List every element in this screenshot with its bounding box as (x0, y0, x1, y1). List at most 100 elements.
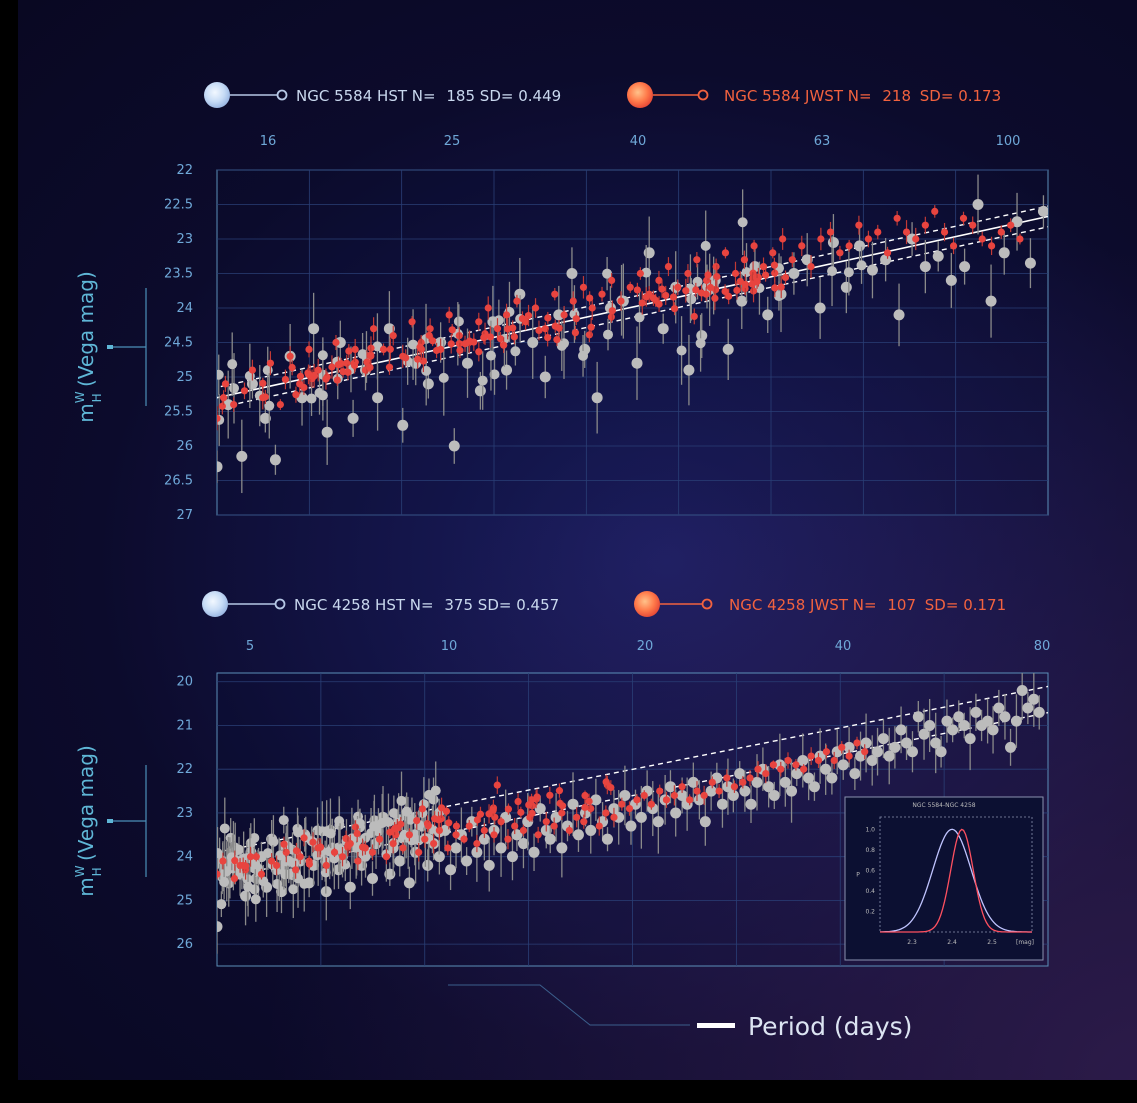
jwst-point (452, 831, 460, 839)
jwst-point (493, 325, 502, 333)
jwst-point (912, 235, 920, 243)
jwst-point (300, 834, 308, 842)
hst-point (383, 323, 395, 335)
jwst-point (354, 857, 362, 865)
jwst-point (822, 748, 831, 756)
inset-frame (844, 796, 1044, 961)
hst-point (403, 877, 415, 889)
fit-band-line (217, 205, 1048, 389)
hst-point (397, 419, 409, 431)
hst-point (495, 842, 507, 854)
jwst-point (430, 839, 438, 848)
y-tick-label: 25 (176, 370, 193, 385)
hst-point (895, 724, 907, 736)
x-tick-label: 80 (1034, 639, 1051, 654)
jwst-point (618, 800, 626, 808)
jwst-point (475, 318, 483, 326)
jwst-point (817, 235, 825, 243)
jwst-point (221, 380, 230, 388)
jwst-point (792, 761, 800, 769)
hst-point (433, 851, 445, 863)
hst-point (972, 199, 984, 210)
jwst-point (580, 818, 588, 826)
hst-point (959, 261, 971, 273)
hst-point (998, 247, 1010, 259)
jwst-point (322, 375, 330, 383)
jwst-point (647, 800, 655, 808)
hst-point (727, 789, 739, 801)
jwst-point (771, 284, 779, 292)
hst-point (369, 821, 380, 832)
jwst-point (713, 273, 721, 281)
hst-point (827, 236, 839, 248)
jwst-point (350, 361, 359, 370)
hst-point (240, 890, 252, 902)
jwst-point (496, 335, 505, 343)
x-tick-label: 20 (637, 639, 654, 654)
hst-point (1037, 205, 1048, 217)
jwst-point (231, 857, 239, 865)
y-tick-label: 24.5 (164, 336, 193, 351)
jwst-point (750, 242, 758, 250)
hst-point (773, 291, 784, 302)
jwst-point (296, 853, 304, 861)
legend-jwst-marker (627, 82, 709, 108)
hst-point (448, 440, 460, 452)
jwst-point (721, 287, 729, 296)
y-tick-label: 21 (176, 718, 193, 733)
inset-y-tick: 0.8 (865, 847, 875, 854)
jwst-point (826, 228, 835, 236)
hst-point (1010, 715, 1022, 727)
hst-point (993, 702, 1005, 714)
hst-point (749, 261, 761, 273)
jwst-point (800, 765, 808, 773)
x-tick-label: 63 (814, 134, 831, 149)
jwst-point (777, 283, 785, 291)
x-tick-label: 100 (996, 134, 1021, 149)
hst-point (229, 383, 240, 394)
y-tick-label: 24 (176, 850, 193, 865)
hst-point (396, 795, 407, 806)
inset-x-tick: 2.3 (907, 939, 917, 946)
hst-point (860, 737, 872, 749)
jwst-point (261, 393, 269, 401)
hst-point (999, 711, 1011, 723)
jwst-point (674, 283, 682, 291)
y-tick-label: 26 (176, 937, 193, 952)
hst-point (695, 338, 706, 349)
jwst-point (997, 228, 1005, 236)
hst-point (791, 768, 803, 780)
jwst-point (351, 823, 360, 831)
jwst-point (693, 787, 701, 795)
jwst-point (807, 263, 815, 271)
jwst-point (246, 853, 255, 861)
jwst-point (544, 333, 552, 342)
hst-point (641, 267, 652, 278)
hst-point (485, 350, 496, 361)
jwst-point (969, 221, 977, 229)
jwst-point (551, 290, 559, 298)
hst-point (827, 266, 838, 277)
jwst-point (560, 311, 568, 319)
jwst-point (940, 228, 949, 236)
jwst-point (456, 346, 464, 354)
jwst-point (424, 822, 432, 830)
jwst-point (432, 346, 441, 355)
jwst-point (370, 325, 378, 333)
jwst-point (386, 345, 394, 353)
hst-point (556, 340, 567, 351)
jwst-point (219, 857, 227, 865)
jwst-point (697, 289, 706, 297)
jwst-point (617, 297, 625, 305)
jwst-point (475, 348, 483, 356)
hst-point (329, 853, 340, 864)
jwst-point (638, 299, 646, 307)
jwst-point (626, 283, 634, 291)
jwst-point (721, 249, 730, 257)
hst-point (478, 833, 490, 845)
hst-point (619, 789, 631, 801)
hst-point (250, 859, 261, 870)
y-tick-label: 23 (176, 806, 193, 821)
jwst-point (769, 249, 777, 257)
hst-point (768, 789, 780, 801)
